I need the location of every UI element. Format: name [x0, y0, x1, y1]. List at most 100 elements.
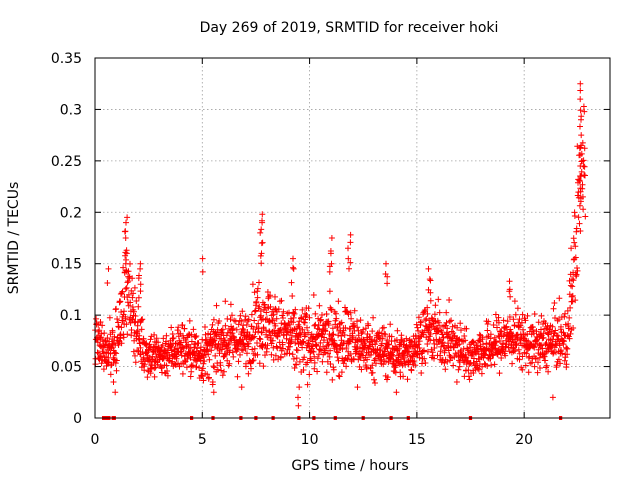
- data-point: [567, 330, 574, 337]
- data-point-spike: [578, 173, 584, 180]
- y-tick-label: 0.3: [60, 102, 82, 118]
- data-point: [373, 338, 380, 345]
- data-point: [338, 319, 345, 326]
- data-point-low: [112, 389, 119, 396]
- data-point: [418, 318, 424, 325]
- data-point: [104, 335, 111, 341]
- data-point: [164, 368, 171, 374]
- data-point-spike: [121, 269, 128, 276]
- data-point: [132, 359, 139, 366]
- data-point: [239, 308, 246, 315]
- data-point: [250, 326, 257, 332]
- data-point: [462, 337, 469, 344]
- data-point: [123, 284, 130, 291]
- data-point: [230, 325, 237, 332]
- data-point: [134, 347, 141, 354]
- data-point-spike: [384, 280, 391, 287]
- data-point: [189, 362, 196, 369]
- data-point: [347, 325, 354, 332]
- data-point: [421, 308, 428, 315]
- data-point: [558, 347, 565, 354]
- data-point: [429, 349, 436, 356]
- data-point: [335, 298, 342, 305]
- data-point: [416, 338, 423, 345]
- data-point: [221, 350, 228, 357]
- x-tick-label: 20: [515, 432, 533, 448]
- data-point-spike: [578, 142, 585, 149]
- data-point: [200, 360, 207, 367]
- data-point: [458, 327, 464, 334]
- data-point: [380, 361, 387, 368]
- data-point: [305, 340, 312, 347]
- data-point: [296, 358, 303, 365]
- data-point: [379, 335, 386, 342]
- data-point: [242, 313, 249, 320]
- data-point: [443, 309, 450, 316]
- data-point: [311, 359, 318, 366]
- data-point: [336, 373, 343, 380]
- data-point: [106, 314, 113, 321]
- data-point: [140, 354, 147, 361]
- data-point: [187, 354, 194, 361]
- data-point: [107, 350, 114, 357]
- data-point-low: [453, 379, 460, 385]
- data-point: [360, 326, 367, 333]
- y-tick-label: 0.15: [51, 257, 82, 273]
- data-point: [516, 356, 523, 363]
- data-point: [137, 344, 144, 351]
- data-point: [326, 353, 333, 360]
- data-point: [516, 350, 523, 357]
- data-point: [478, 370, 485, 377]
- data-point: [408, 338, 415, 345]
- data-point: [138, 326, 145, 333]
- data-point: [548, 328, 555, 335]
- data-point: [415, 327, 422, 334]
- data-point: [100, 350, 107, 357]
- data-point: [519, 311, 526, 318]
- data-point: [311, 353, 318, 360]
- data-point-spike: [290, 255, 296, 262]
- data-point: [372, 380, 378, 386]
- data-point: [272, 322, 279, 329]
- data-point-spike: [122, 235, 129, 241]
- data-point: [444, 358, 451, 365]
- data-point: [188, 331, 195, 338]
- data-point: [319, 358, 326, 365]
- data-point: [210, 337, 217, 344]
- data-point: [278, 297, 285, 304]
- data-point: [503, 323, 510, 330]
- data-point: [443, 319, 450, 326]
- data-point: [569, 276, 576, 283]
- data-point: [175, 360, 181, 367]
- data-point: [239, 325, 246, 332]
- data-point: [195, 340, 202, 347]
- data-point: [564, 332, 571, 339]
- data-point: [300, 338, 307, 345]
- data-point-low: [354, 384, 361, 391]
- data-point: [251, 317, 258, 324]
- data-point: [193, 333, 200, 339]
- data-point: [330, 331, 337, 338]
- data-point: [543, 325, 550, 332]
- data-point: [237, 312, 244, 319]
- data-point: [423, 315, 430, 322]
- data-point: [461, 333, 468, 339]
- data-point: [299, 326, 306, 333]
- data-point: [174, 345, 181, 352]
- data-point: [373, 360, 379, 367]
- data-point: [339, 346, 346, 353]
- data-point: [134, 327, 141, 334]
- data-point: [290, 314, 297, 321]
- data-point: [125, 291, 132, 298]
- data-point: [188, 362, 195, 369]
- data-point-spike: [577, 87, 584, 94]
- data-point: [219, 344, 226, 350]
- data-point: [147, 370, 154, 377]
- data-point: [214, 326, 221, 333]
- data-point: [135, 303, 142, 310]
- data-point: [435, 296, 442, 303]
- data-point-low: [238, 384, 245, 391]
- data-point: [572, 243, 579, 250]
- data-point: [511, 322, 518, 329]
- data-point: [393, 362, 399, 369]
